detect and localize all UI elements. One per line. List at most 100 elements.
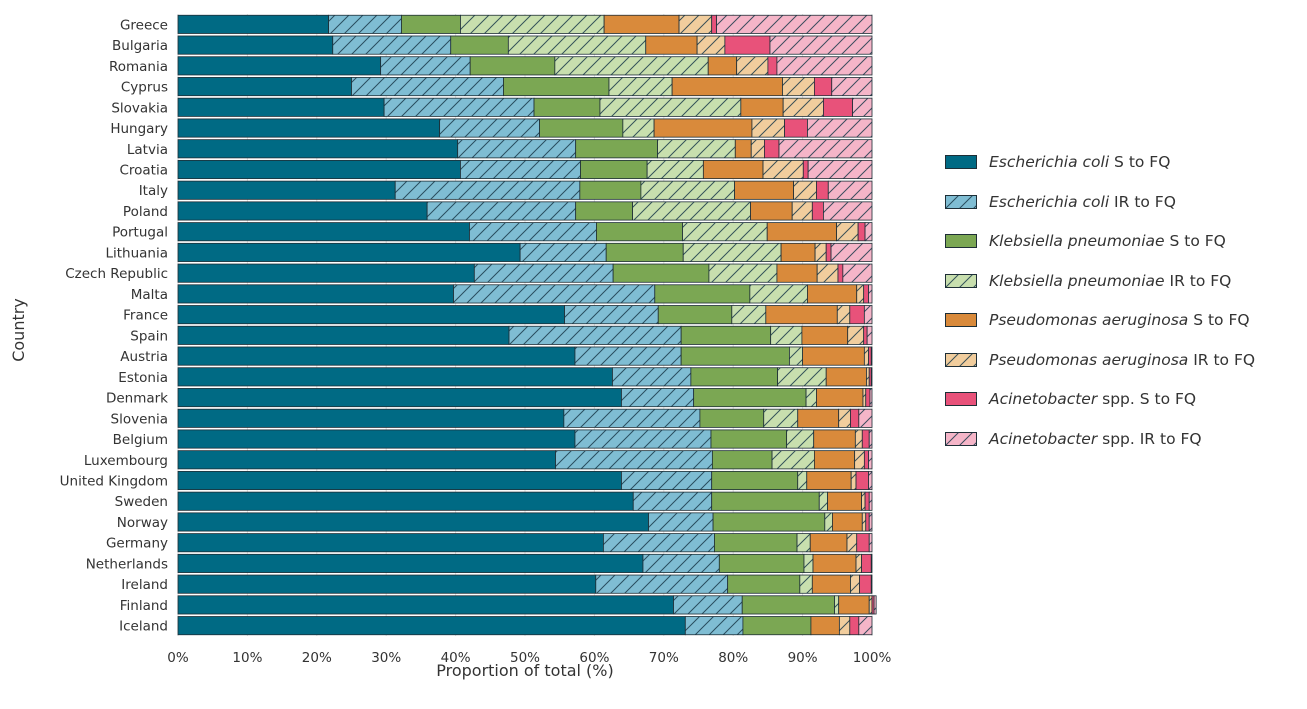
legend-label-italic: Acinetobacter xyxy=(989,429,1098,448)
legend-item: Pseudomonas aeruginosa S to FQ xyxy=(945,304,1305,336)
bar-segment xyxy=(671,77,783,97)
bar-segment-hatch xyxy=(855,429,863,449)
bar-segment-hatch xyxy=(869,388,872,407)
bar-segment-hatch xyxy=(622,118,655,138)
bar-segment xyxy=(177,388,622,408)
legend-label: Klebsiella pneumoniae S to FQ xyxy=(989,232,1226,250)
bar-segment-hatch xyxy=(351,77,504,96)
bar-segment-hatch xyxy=(554,56,709,75)
legend-swatch xyxy=(945,352,977,367)
bar-segment-hatch xyxy=(817,264,838,283)
bar-segment xyxy=(863,325,868,345)
bar-segment xyxy=(177,553,644,573)
bar-segment-hatch xyxy=(460,15,605,34)
legend-label-rest: spp. S to FQ xyxy=(1097,390,1197,408)
legend-item: Escherichia coli IR to FQ xyxy=(945,186,1305,218)
bar-segment-hatch xyxy=(854,450,865,469)
bar-segment xyxy=(177,97,385,117)
x-tick-label: 100% xyxy=(853,650,892,666)
bar-segment-hatch xyxy=(621,388,694,407)
bar-segment-hatch xyxy=(673,595,743,615)
bar-segment-hatch xyxy=(847,533,857,552)
bar-segment-hatch xyxy=(869,429,872,449)
bar-segment xyxy=(859,574,872,594)
bar-segment xyxy=(711,491,820,511)
legend-item: Klebsiella pneumoniae S to FQ xyxy=(945,225,1305,257)
bar-segment xyxy=(801,325,849,345)
bar-segment-hatch xyxy=(806,388,817,407)
bar-segment-hatch xyxy=(697,35,725,55)
y-tick-label: Slovakia xyxy=(111,100,168,116)
bar-segment-hatch xyxy=(708,264,777,283)
bar-segment xyxy=(177,595,674,615)
bar-segment-hatch xyxy=(803,554,814,573)
bar-segment xyxy=(177,284,454,304)
legend-swatch xyxy=(945,194,977,209)
bar-segment xyxy=(177,242,521,262)
bar-segment-hatch xyxy=(770,326,802,345)
bar-segment xyxy=(812,553,857,573)
legend-label-italic: Escherichia coli xyxy=(989,192,1110,211)
bar-segment xyxy=(177,35,334,55)
bar-segment xyxy=(177,429,576,449)
bar-segment xyxy=(596,222,683,242)
bar-segment-hatch xyxy=(824,512,833,532)
bar-segment xyxy=(177,56,382,76)
bar-segment xyxy=(177,325,510,345)
y-tick-label: Slovenia xyxy=(111,411,168,427)
bar-segment xyxy=(806,470,852,491)
bar-segment xyxy=(177,574,597,594)
legend-label: Acinetobacter spp. S to FQ xyxy=(989,390,1196,408)
bar-segment xyxy=(653,118,753,138)
y-tick-label: Germany xyxy=(106,536,168,552)
bar-segment-hatch xyxy=(867,326,872,345)
bar-segment xyxy=(711,14,717,34)
bar-segment-hatch xyxy=(395,181,580,200)
bar-segment-hatch xyxy=(808,160,872,179)
x-tick-label: 20% xyxy=(302,650,332,666)
legend-item: Acinetobacter spp. IR to FQ xyxy=(945,423,1305,455)
bar-segment xyxy=(177,222,470,242)
bar-segment xyxy=(654,284,751,304)
y-axis-title: Country xyxy=(9,298,28,362)
bar-segment-hatch xyxy=(789,346,803,366)
bar-segment xyxy=(766,222,838,242)
bar-segment xyxy=(861,553,872,573)
bar-segment xyxy=(813,429,856,449)
bar-segment-hatch xyxy=(815,243,827,262)
bar-segment xyxy=(832,512,863,532)
y-tick-label: Italy xyxy=(139,183,168,199)
legend-label: Klebsiella pneumoniae IR to FQ xyxy=(989,272,1231,290)
bar-segment-hatch xyxy=(869,595,872,615)
y-tick-labels: Greece Bulgaria Romania Cyprus Slovakia Hunga… xyxy=(60,17,169,634)
bar-segment xyxy=(784,118,808,138)
chart-legend: Escherichia coli S to FQ Escherichia coli… xyxy=(945,146,1305,462)
bar-segment xyxy=(177,616,686,636)
legend-item: Klebsiella pneumoniae IR to FQ xyxy=(945,265,1305,297)
bar-segment-hatch xyxy=(856,554,862,573)
bar-segment xyxy=(734,139,752,159)
y-tick-label: Estonia xyxy=(118,370,168,386)
bar-segment-hatch xyxy=(599,98,741,117)
y-tick-label: Hungary xyxy=(110,121,168,137)
bar-segment xyxy=(856,533,870,553)
bar-segment-hatch xyxy=(792,201,813,221)
bar-segment xyxy=(177,180,396,200)
bar-segment xyxy=(177,77,352,97)
bar-segment-hatch xyxy=(763,160,804,179)
legend-swatch xyxy=(945,234,977,248)
bar-segment xyxy=(645,35,698,55)
bar-segment-hatch xyxy=(856,284,864,304)
x-tick-labels: 0% 10% 20% 30% 40% 50% 60% 70% 80% 90% 100% xyxy=(167,650,891,666)
bar-segment-hatch xyxy=(763,409,798,428)
bar-segment-hatch xyxy=(869,533,872,552)
y-tick-label: Netherlands xyxy=(86,556,168,572)
y-tick-label: Sweden xyxy=(115,494,168,510)
x-tick-label: 60% xyxy=(579,650,609,666)
bar-segment xyxy=(857,222,866,242)
y-tick-label: Lithuania xyxy=(105,245,168,261)
bar-segment xyxy=(177,533,604,553)
bar-segment-hatch xyxy=(769,35,872,55)
bar-segment xyxy=(693,388,807,408)
